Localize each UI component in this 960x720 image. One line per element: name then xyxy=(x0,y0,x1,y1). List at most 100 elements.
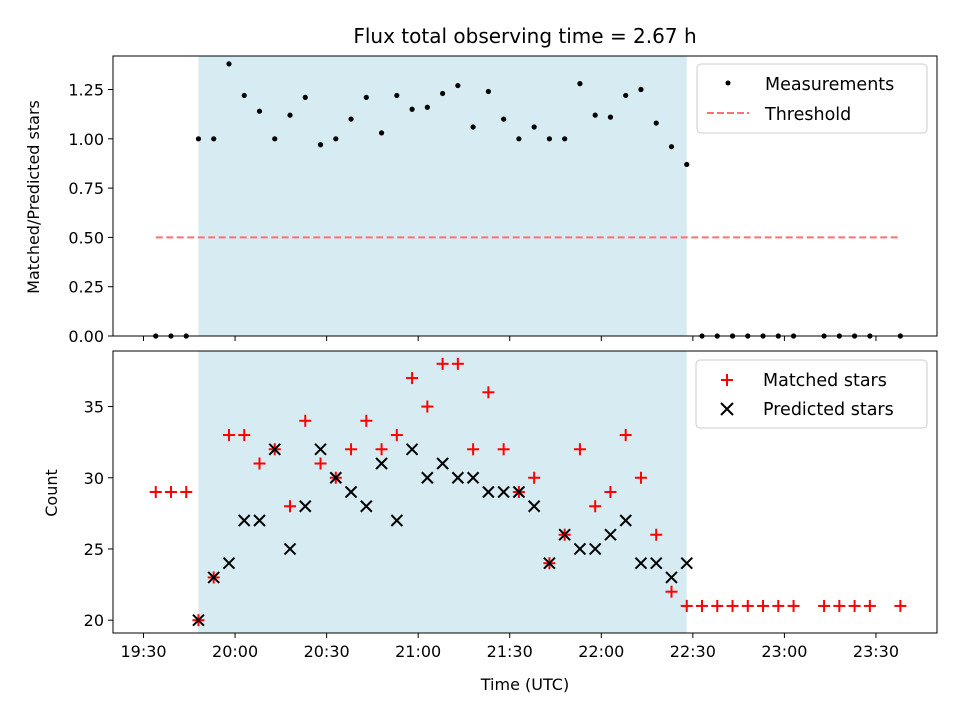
predicted-star-point xyxy=(268,443,281,456)
x-tick-label: 21:00 xyxy=(395,642,441,661)
matched-star-point xyxy=(406,372,419,385)
measurement-point xyxy=(455,82,461,89)
shaded-observing-window xyxy=(198,56,687,336)
measurement-point xyxy=(241,92,247,99)
y-tick-label: 25 xyxy=(84,540,104,559)
predicted-star-point xyxy=(344,485,358,499)
predicted-star-point xyxy=(604,528,617,541)
legend-predicted-label: Predicted stars xyxy=(763,400,894,420)
bottom-xlabel: Time (UTC) xyxy=(480,675,569,694)
predicted-star-point xyxy=(436,457,449,470)
matched-star-point xyxy=(650,528,663,541)
measurement-point xyxy=(394,92,400,99)
measurement-point xyxy=(607,114,614,120)
predicted-star-point xyxy=(482,485,495,499)
measurement-point xyxy=(211,136,217,142)
matched-star-point xyxy=(680,599,693,612)
matched-star-point xyxy=(848,599,861,612)
matched-star-point xyxy=(772,599,785,612)
predicted-star-point xyxy=(253,514,266,527)
predicted-star-point xyxy=(527,500,541,513)
measurement-point xyxy=(577,81,583,87)
matched-star-point xyxy=(634,471,647,484)
matched-star-point xyxy=(863,599,876,612)
predicted-star-point xyxy=(222,557,236,570)
matched-star-point xyxy=(589,500,602,513)
measurement-point xyxy=(485,88,491,95)
predicted-star-point xyxy=(650,557,663,570)
predicted-star-point xyxy=(283,542,297,556)
predicted-star-point xyxy=(390,514,404,527)
measurement-point xyxy=(226,61,232,67)
matched-star-point xyxy=(711,599,724,612)
predicted-star-point xyxy=(375,457,388,470)
predicted-star-point xyxy=(329,471,342,484)
predicted-star-point xyxy=(665,571,678,584)
measurement-point xyxy=(363,94,369,101)
measurement-point xyxy=(195,136,202,142)
matched-star-point xyxy=(619,429,632,442)
matched-star-point xyxy=(451,357,464,370)
predicted-star-point xyxy=(451,471,465,484)
measurement-point xyxy=(409,106,415,112)
y-tick-label: 1.25 xyxy=(68,81,104,100)
y-tick-label: 30 xyxy=(84,469,104,488)
matched-star-point xyxy=(894,599,907,612)
matched-star-point xyxy=(787,599,800,612)
matched-star-point xyxy=(436,357,449,370)
predicted-star-point xyxy=(558,528,571,541)
measurement-point xyxy=(272,136,278,142)
measurement-point xyxy=(668,144,675,150)
measurement-point xyxy=(256,108,263,114)
legend-measurements-marker xyxy=(725,80,731,86)
matched-star-point xyxy=(390,429,403,442)
x-tick-label: 23:00 xyxy=(761,642,807,661)
matched-star-point xyxy=(180,486,193,498)
measurement-point xyxy=(302,94,308,101)
x-tick-label: 23:30 xyxy=(853,642,899,661)
x-tick-label: 19:30 xyxy=(120,642,166,661)
x-tick-label: 20:00 xyxy=(212,642,258,661)
matched-star-point xyxy=(833,599,846,612)
measurement-point xyxy=(470,124,476,130)
predicted-star-point xyxy=(238,514,251,527)
y-tick-label: 0.00 xyxy=(68,327,104,346)
axes-frame xyxy=(112,350,938,634)
bottom-plot-panel: 20 25 30 35 19:30 20:00 20:30 21:00 21:30 22:00 22… xyxy=(84,350,938,661)
legend-matched-marker xyxy=(721,374,733,386)
matched-star-point xyxy=(497,443,510,456)
axes-frame xyxy=(112,55,938,337)
predicted-star-point xyxy=(573,542,587,556)
measurement-point xyxy=(333,136,339,142)
matched-star-point xyxy=(284,500,297,513)
matched-star-point xyxy=(345,443,358,456)
legend-predicted-marker xyxy=(720,402,734,416)
matched-star-point xyxy=(757,599,770,612)
matched-star-point xyxy=(299,414,312,427)
y-tick-label: 0.25 xyxy=(68,278,104,297)
bottom-ylabel: Count xyxy=(42,469,61,517)
predicted-star-point xyxy=(634,557,648,570)
measurement-point xyxy=(684,161,690,168)
matched-star-point xyxy=(314,457,327,470)
matched-star-point xyxy=(222,429,235,442)
predicted-star-point xyxy=(588,542,602,556)
matched-star-point xyxy=(726,599,739,612)
x-tick-label: 20:30 xyxy=(304,642,350,661)
predicted-star-point xyxy=(405,443,419,456)
matched-star-point xyxy=(360,414,373,427)
top-legend: Measurements Threshold xyxy=(696,63,928,134)
matched-star-point xyxy=(164,486,177,498)
x-tick-label: 21:30 xyxy=(487,642,533,661)
predicted-star-point xyxy=(543,557,556,570)
matched-star-point xyxy=(238,429,251,442)
predicted-star-point xyxy=(192,613,205,627)
top-ylabel: Matched/Predicted stars xyxy=(24,100,43,294)
x-tick-label: 22:00 xyxy=(578,642,624,661)
predicted-star-point xyxy=(512,485,526,499)
predicted-star-point xyxy=(619,514,632,527)
matched-star-point xyxy=(696,599,709,612)
y-tick-label: 0.75 xyxy=(68,179,104,198)
measurement-point xyxy=(378,130,385,136)
